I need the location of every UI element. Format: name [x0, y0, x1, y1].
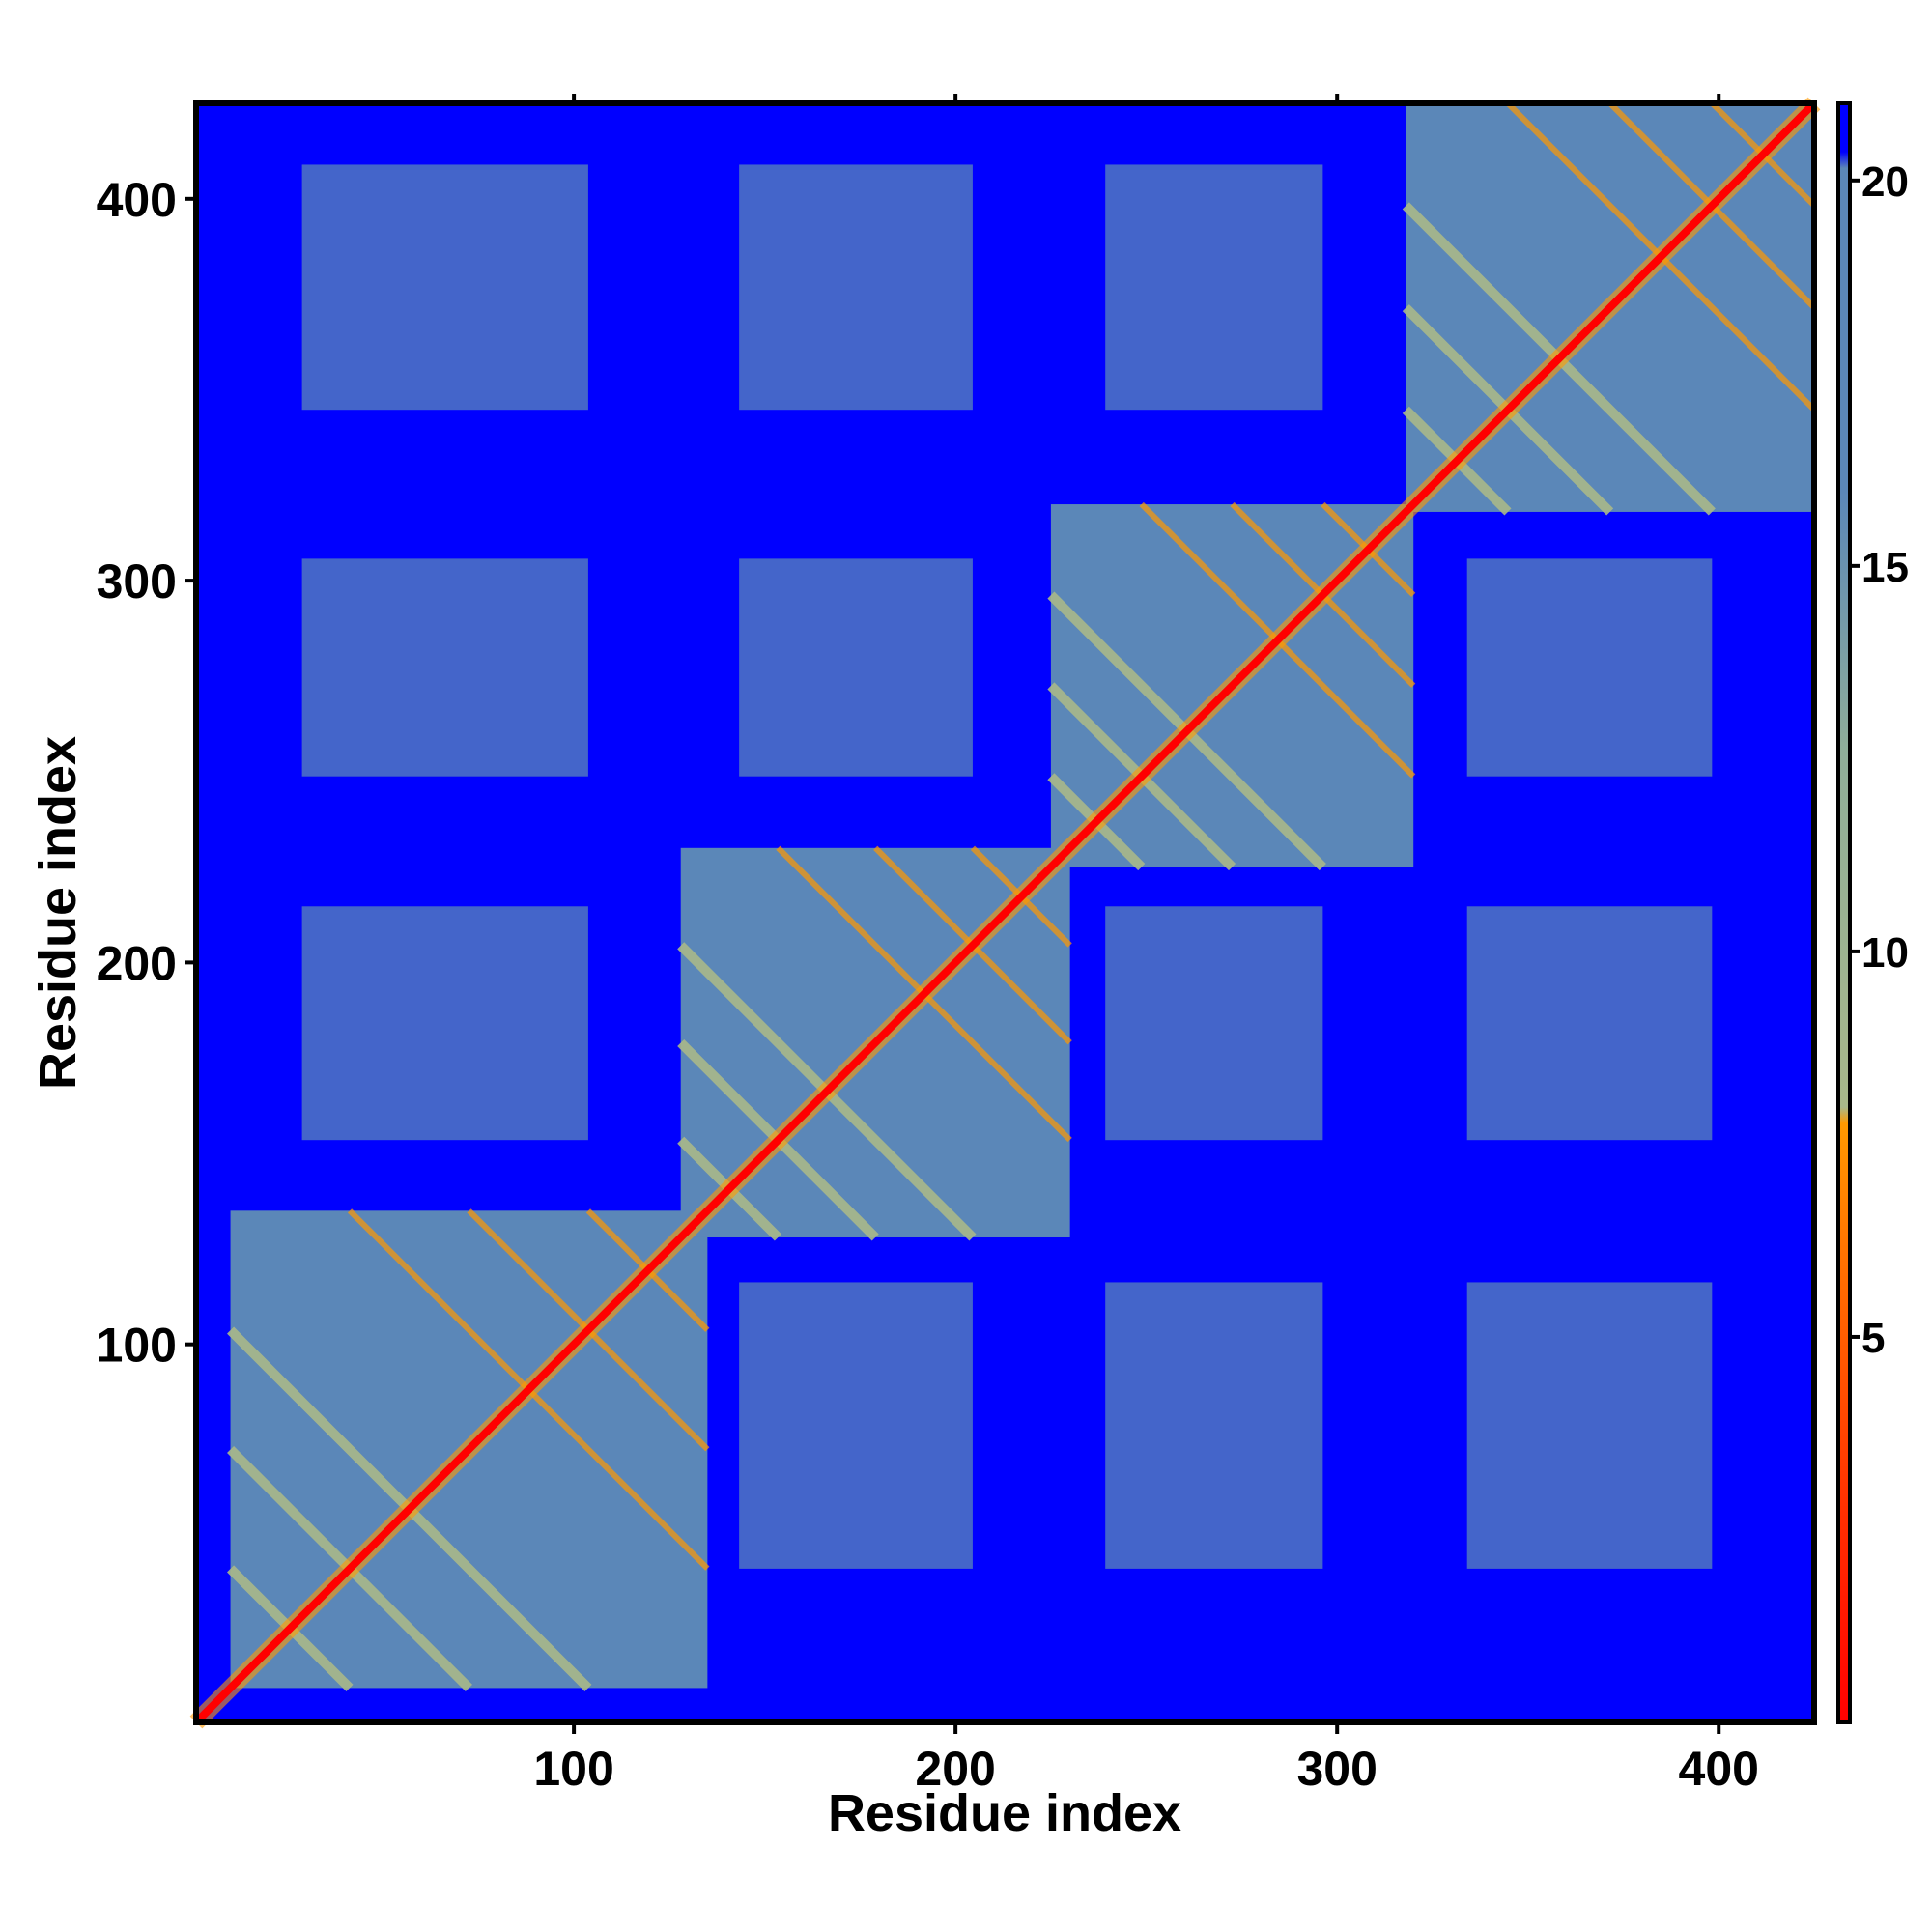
- y-tick-label: 100: [97, 1319, 177, 1373]
- inter-domain-contact: [1105, 1282, 1323, 1569]
- y-tick-label: 200: [97, 936, 177, 990]
- inter-domain-contact: [739, 164, 973, 411]
- inter-domain-contact: [1466, 1282, 1713, 1569]
- inter-domain-contact: [301, 906, 588, 1141]
- x-tick-label: 200: [915, 1742, 995, 1796]
- inter-domain-contact: [301, 164, 588, 411]
- colorbar-tick-label: 10: [1861, 929, 1909, 977]
- inter-domain-contact: [739, 1282, 973, 1569]
- x-axis-ticks: 100 200 300 400: [533, 94, 1759, 1796]
- y-tick-label: 400: [97, 173, 177, 227]
- colorbar-tick-label: 15: [1861, 544, 1909, 591]
- heatmap-panel: [189, 97, 1821, 1729]
- colorbar-ticks: 5 10 15 20: [1850, 158, 1909, 1362]
- inter-domain-contact: [1105, 164, 1323, 411]
- y-tick-label: 300: [97, 554, 177, 609]
- colorbar: 5 10 15 20: [1836, 101, 1909, 1724]
- colorbar-tick-label: 5: [1861, 1315, 1885, 1362]
- colorbar-gradient: [1836, 101, 1852, 1724]
- plot-frame: [193, 100, 1817, 1725]
- inter-domain-contact: [1466, 558, 1713, 777]
- y-axis-ticks: 100 200 300 400: [97, 173, 196, 1373]
- inter-domain-contact: [1105, 906, 1323, 1141]
- x-tick-label: 300: [1296, 1742, 1377, 1796]
- inter-domain-contact: [1466, 906, 1713, 1141]
- diagonal-line: [193, 100, 1817, 1725]
- x-tick-label: 100: [533, 1742, 613, 1796]
- inter-domain-contact: [739, 558, 973, 777]
- x-tick-label: 400: [1679, 1742, 1759, 1796]
- y-axis-title: Residue index: [29, 736, 87, 1090]
- inter-domain-contact: [301, 558, 588, 777]
- x-axis-title: Residue index: [828, 1784, 1181, 1842]
- colorbar-tick-label: 20: [1861, 158, 1909, 206]
